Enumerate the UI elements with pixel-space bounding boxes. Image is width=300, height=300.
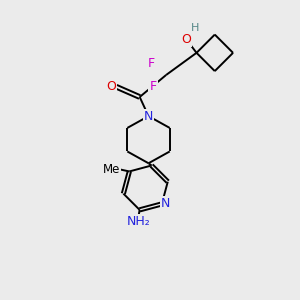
Text: NH₂: NH₂ [126,215,150,228]
Text: Me: Me [103,163,120,176]
Text: N: N [144,110,153,123]
Text: F: F [149,80,157,93]
Text: H: H [191,23,199,33]
Text: N: N [161,197,170,210]
Text: O: O [181,33,191,46]
Text: F: F [147,57,155,70]
Text: O: O [106,80,116,93]
